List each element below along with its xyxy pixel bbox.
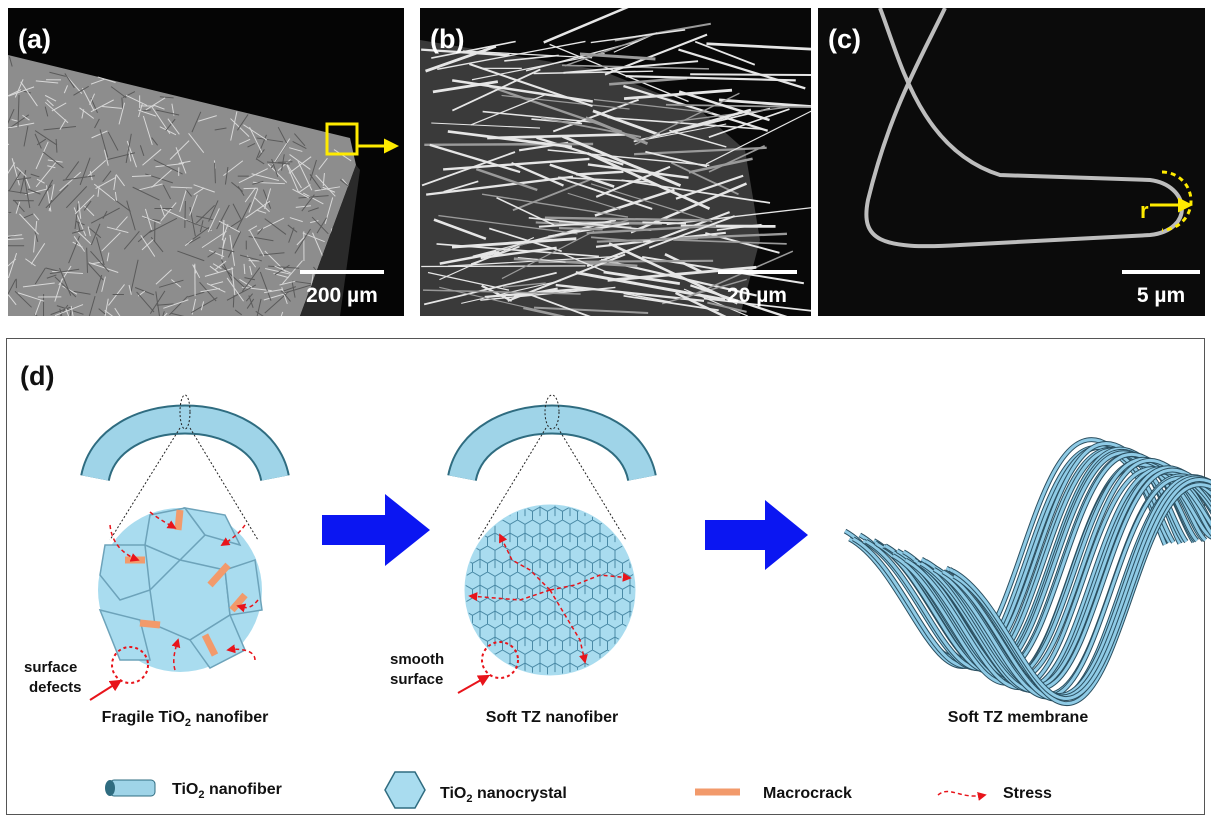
fiber bbox=[0, 213, 8, 241]
caption: Soft TZ membrane bbox=[948, 709, 1089, 726]
scale-text: 20 µm bbox=[727, 284, 787, 307]
legend-tube-end bbox=[105, 780, 115, 796]
panel-a: (a) 200 µm bbox=[0, 8, 404, 334]
legend-label: Macrocrack bbox=[763, 785, 852, 802]
fiber bbox=[642, 222, 686, 223]
figure: (a) 200 µm (b) 20 µm r (c) 5 µm (d) bbox=[0, 0, 1211, 821]
panel-label: (b) bbox=[430, 24, 464, 54]
annotation: surface bbox=[390, 671, 443, 688]
panel-label: (c) bbox=[828, 24, 861, 54]
fiber bbox=[0, 144, 9, 147]
annotation: surface bbox=[24, 659, 77, 676]
panel-d: (d) surface defects F bbox=[7, 339, 1211, 815]
fiber bbox=[690, 74, 817, 75]
legend-tube bbox=[110, 780, 155, 796]
annotation: defects bbox=[29, 679, 82, 696]
caption: Soft TZ nanofiber bbox=[486, 709, 618, 726]
sem-image bbox=[818, 8, 1205, 316]
fiber bbox=[122, 98, 123, 109]
scale-text: 5 µm bbox=[1137, 284, 1185, 307]
fiber bbox=[278, 162, 293, 163]
fiber bbox=[421, 266, 585, 267]
panel-label: (a) bbox=[18, 24, 51, 54]
radius-label: r bbox=[1140, 198, 1149, 223]
scale-text: 200 µm bbox=[306, 284, 378, 307]
annotation: smooth bbox=[390, 651, 444, 668]
fiber bbox=[424, 144, 593, 145]
fiber bbox=[34, 314, 52, 329]
panel-b: (b) 20 µm bbox=[420, 5, 874, 341]
panel-c: r (c) 5 µm bbox=[818, 8, 1205, 316]
panel-label: (d) bbox=[20, 361, 54, 391]
legend-label: Stress bbox=[1003, 785, 1052, 802]
fiber bbox=[559, 228, 603, 229]
fiber bbox=[185, 201, 186, 228]
